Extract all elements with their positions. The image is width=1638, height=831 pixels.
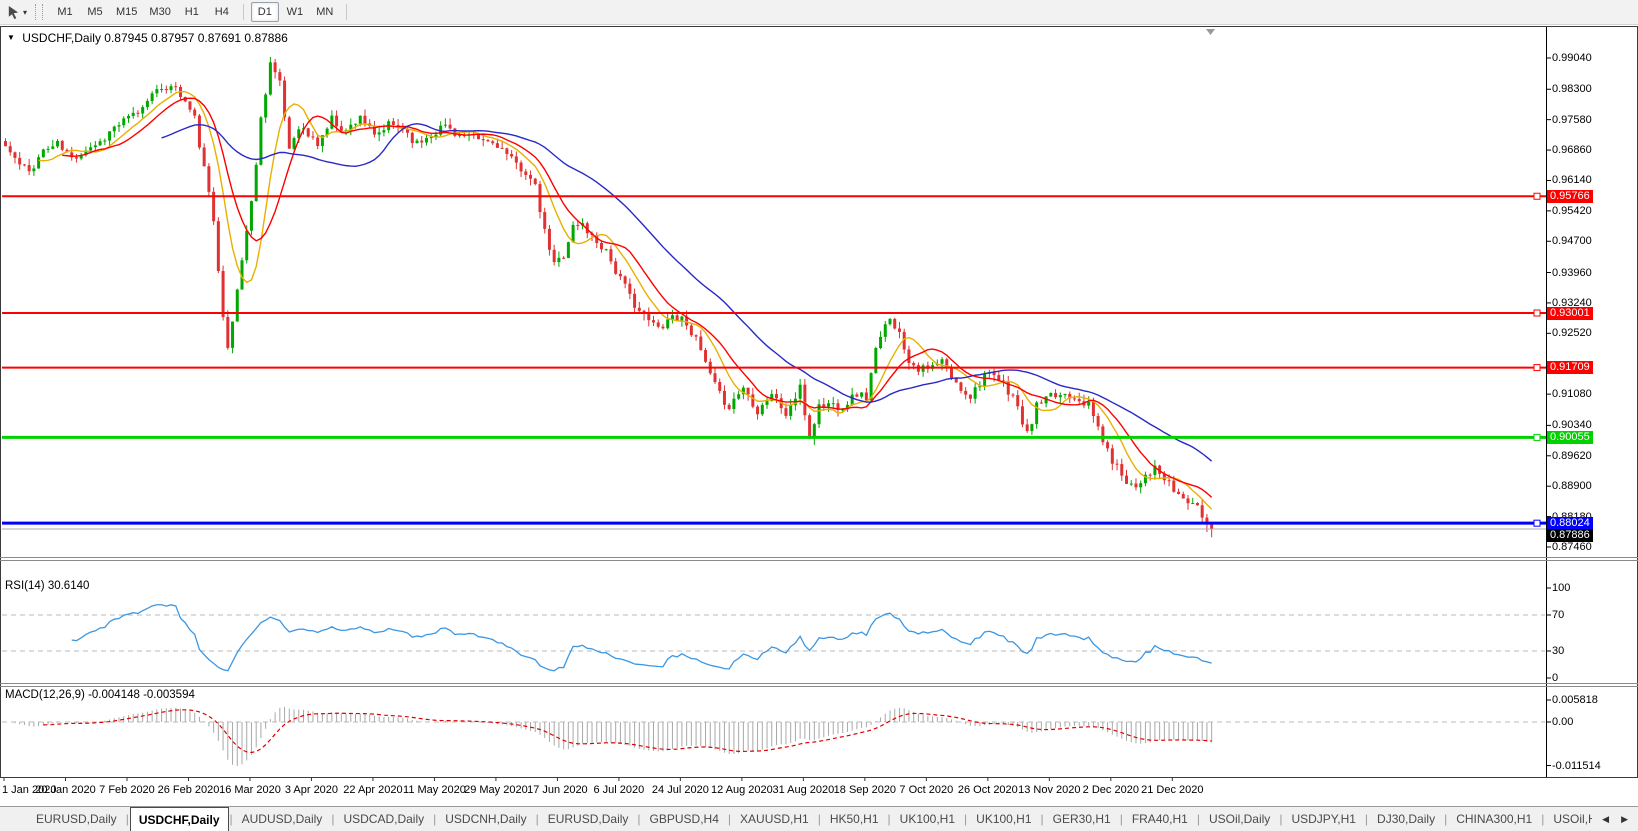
timeframe-button-m15[interactable]: M15 [116, 6, 138, 18]
tab-scroll-right-icon[interactable]: ▶ [1621, 813, 1628, 824]
tab-separator: | [1119, 812, 1123, 826]
hline-handle [1533, 192, 1541, 200]
timeframe-button-m5[interactable]: M5 [87, 6, 103, 18]
tab-separator: | [817, 812, 821, 826]
tab-separator: | [1279, 812, 1283, 826]
timeframe-button-m1[interactable]: M1 [57, 6, 73, 18]
tab-scroll-left-icon[interactable]: ◀ [1602, 813, 1610, 824]
chart-tab-fra40-h1[interactable]: FRA40,H1 [1131, 812, 1188, 826]
hline-handle [1533, 433, 1541, 441]
chart-tab-dj30-daily[interactable]: DJ30,Daily [1377, 812, 1436, 826]
toolbar-separator [345, 4, 347, 20]
timeframe-button-mn[interactable]: MN [316, 6, 334, 18]
chart-tab-gbpusd-h4[interactable]: GBPUSD,H4 [649, 812, 719, 826]
chart-title: ▼ USDCHF,Daily 0.87945 0.87957 0.87691 0… [7, 31, 288, 45]
main-chart-pane [4, 56, 1214, 538]
timeframe-button-w1[interactable]: W1 [286, 6, 304, 18]
tab-separator: | [1541, 812, 1545, 826]
timeframe-button-m30[interactable]: M30 [149, 6, 171, 18]
tab-separator: | [1444, 812, 1448, 826]
cursor-tool-button[interactable]: ▾ [3, 4, 30, 21]
chart-dropdown-icon[interactable]: ▼ [7, 33, 15, 42]
tab-separator: | [1196, 812, 1200, 826]
chart-symbol-label: USDCHF,Daily [22, 31, 101, 45]
chart-tabs: EURUSD,Daily | USDCHF,Daily | AUDUSD,Daily | U… [0, 807, 1592, 831]
chart-tab-usdjpy-h1[interactable]: USDJPY,H1 [1291, 812, 1356, 826]
tab-separator: | [433, 812, 437, 826]
macd-pane [2, 706, 1545, 766]
chart-tab-usdcnh-daily[interactable]: USDCNH,Daily [445, 812, 527, 826]
chart-tab-uk100-h1[interactable]: UK100,H1 [899, 812, 956, 826]
toolbar: ▾ M1 M5 M15 M30 H1 H4 D1 W1 MN [0, 0, 1638, 25]
chart-tab-usoil-daily[interactable]: USOil,Daily [1208, 812, 1271, 826]
macd-signal-line [43, 709, 1212, 754]
chart-tab-usdchf-daily[interactable]: USDCHF,Daily [129, 807, 229, 831]
chart-tab-audusd-daily[interactable]: AUDUSD,Daily [241, 812, 323, 826]
tab-separator: | [727, 812, 732, 826]
chart-ohlc-values: 0.87945 0.87957 0.87691 0.87886 [104, 31, 288, 45]
hline-handle [1533, 364, 1541, 372]
ma-8-line [38, 90, 1213, 510]
hline-handle [1533, 309, 1541, 317]
tab-separator: | [1040, 812, 1044, 826]
ma-13-line [62, 97, 1213, 498]
tab-separator: | [964, 812, 968, 826]
macd-indicator-label: MACD(12,26,9) -0.004148 -0.003594 [5, 689, 195, 701]
chart-tab-uk100-h1[interactable]: UK100,H1 [976, 812, 1032, 826]
cursor-tool-icon [8, 5, 19, 19]
toolbar-separator [242, 4, 244, 20]
tab-scroll-controls: ◀ ▶ [1592, 807, 1638, 831]
ma-34-line [161, 122, 1213, 462]
timeframe-button-h4[interactable]: H4 [214, 6, 229, 18]
dropdown-caret-icon[interactable]: ▾ [23, 7, 28, 17]
rsi-pane [2, 604, 1545, 672]
toolbar-grip[interactable] [35, 4, 44, 20]
hline-handle [1533, 519, 1541, 527]
tab-separator: | [125, 812, 129, 826]
chart-tab-usdcad-daily[interactable]: USDCAD,Daily [343, 812, 425, 826]
timeframe-button-h1[interactable]: H1 [184, 6, 199, 18]
chart-tab-usoil-h1[interactable]: USOil,H1 [1553, 812, 1592, 826]
tab-separator: | [637, 812, 641, 826]
tab-separator: | [535, 812, 539, 826]
tab-separator: | [887, 812, 891, 826]
timeframe-button-d1[interactable]: D1 [250, 2, 279, 22]
chart-canvas[interactable] [0, 0, 1638, 806]
tab-separator: | [331, 812, 335, 826]
chart-tab-hk50-h1[interactable]: HK50,H1 [829, 812, 879, 826]
chart-tab-china300-h1[interactable]: CHINA300,H1 [1456, 812, 1533, 826]
timeframe-toolbar: M1 M5 M15 M30 H1 H4 D1 W1 MN [50, 2, 353, 22]
chart-tab-bar: EURUSD,Daily | USDCHF,Daily | AUDUSD,Daily | U… [0, 806, 1638, 831]
tab-separator: | [229, 812, 233, 826]
chart-tab-eurusd-daily[interactable]: EURUSD,Daily [36, 812, 117, 826]
chart-tab-ger30-h1[interactable]: GER30,H1 [1052, 812, 1111, 826]
rsi-line [71, 604, 1212, 672]
chart-tab-xauusd-h1[interactable]: XAUUSD,H1 [740, 812, 809, 826]
chart-tab-eurusd-daily[interactable]: EURUSD,Daily [547, 812, 629, 826]
tab-separator: | [1364, 812, 1369, 826]
rsi-indicator-label: RSI(14) 30.6140 [5, 580, 90, 592]
chart-shift-marker-icon [1206, 29, 1215, 35]
